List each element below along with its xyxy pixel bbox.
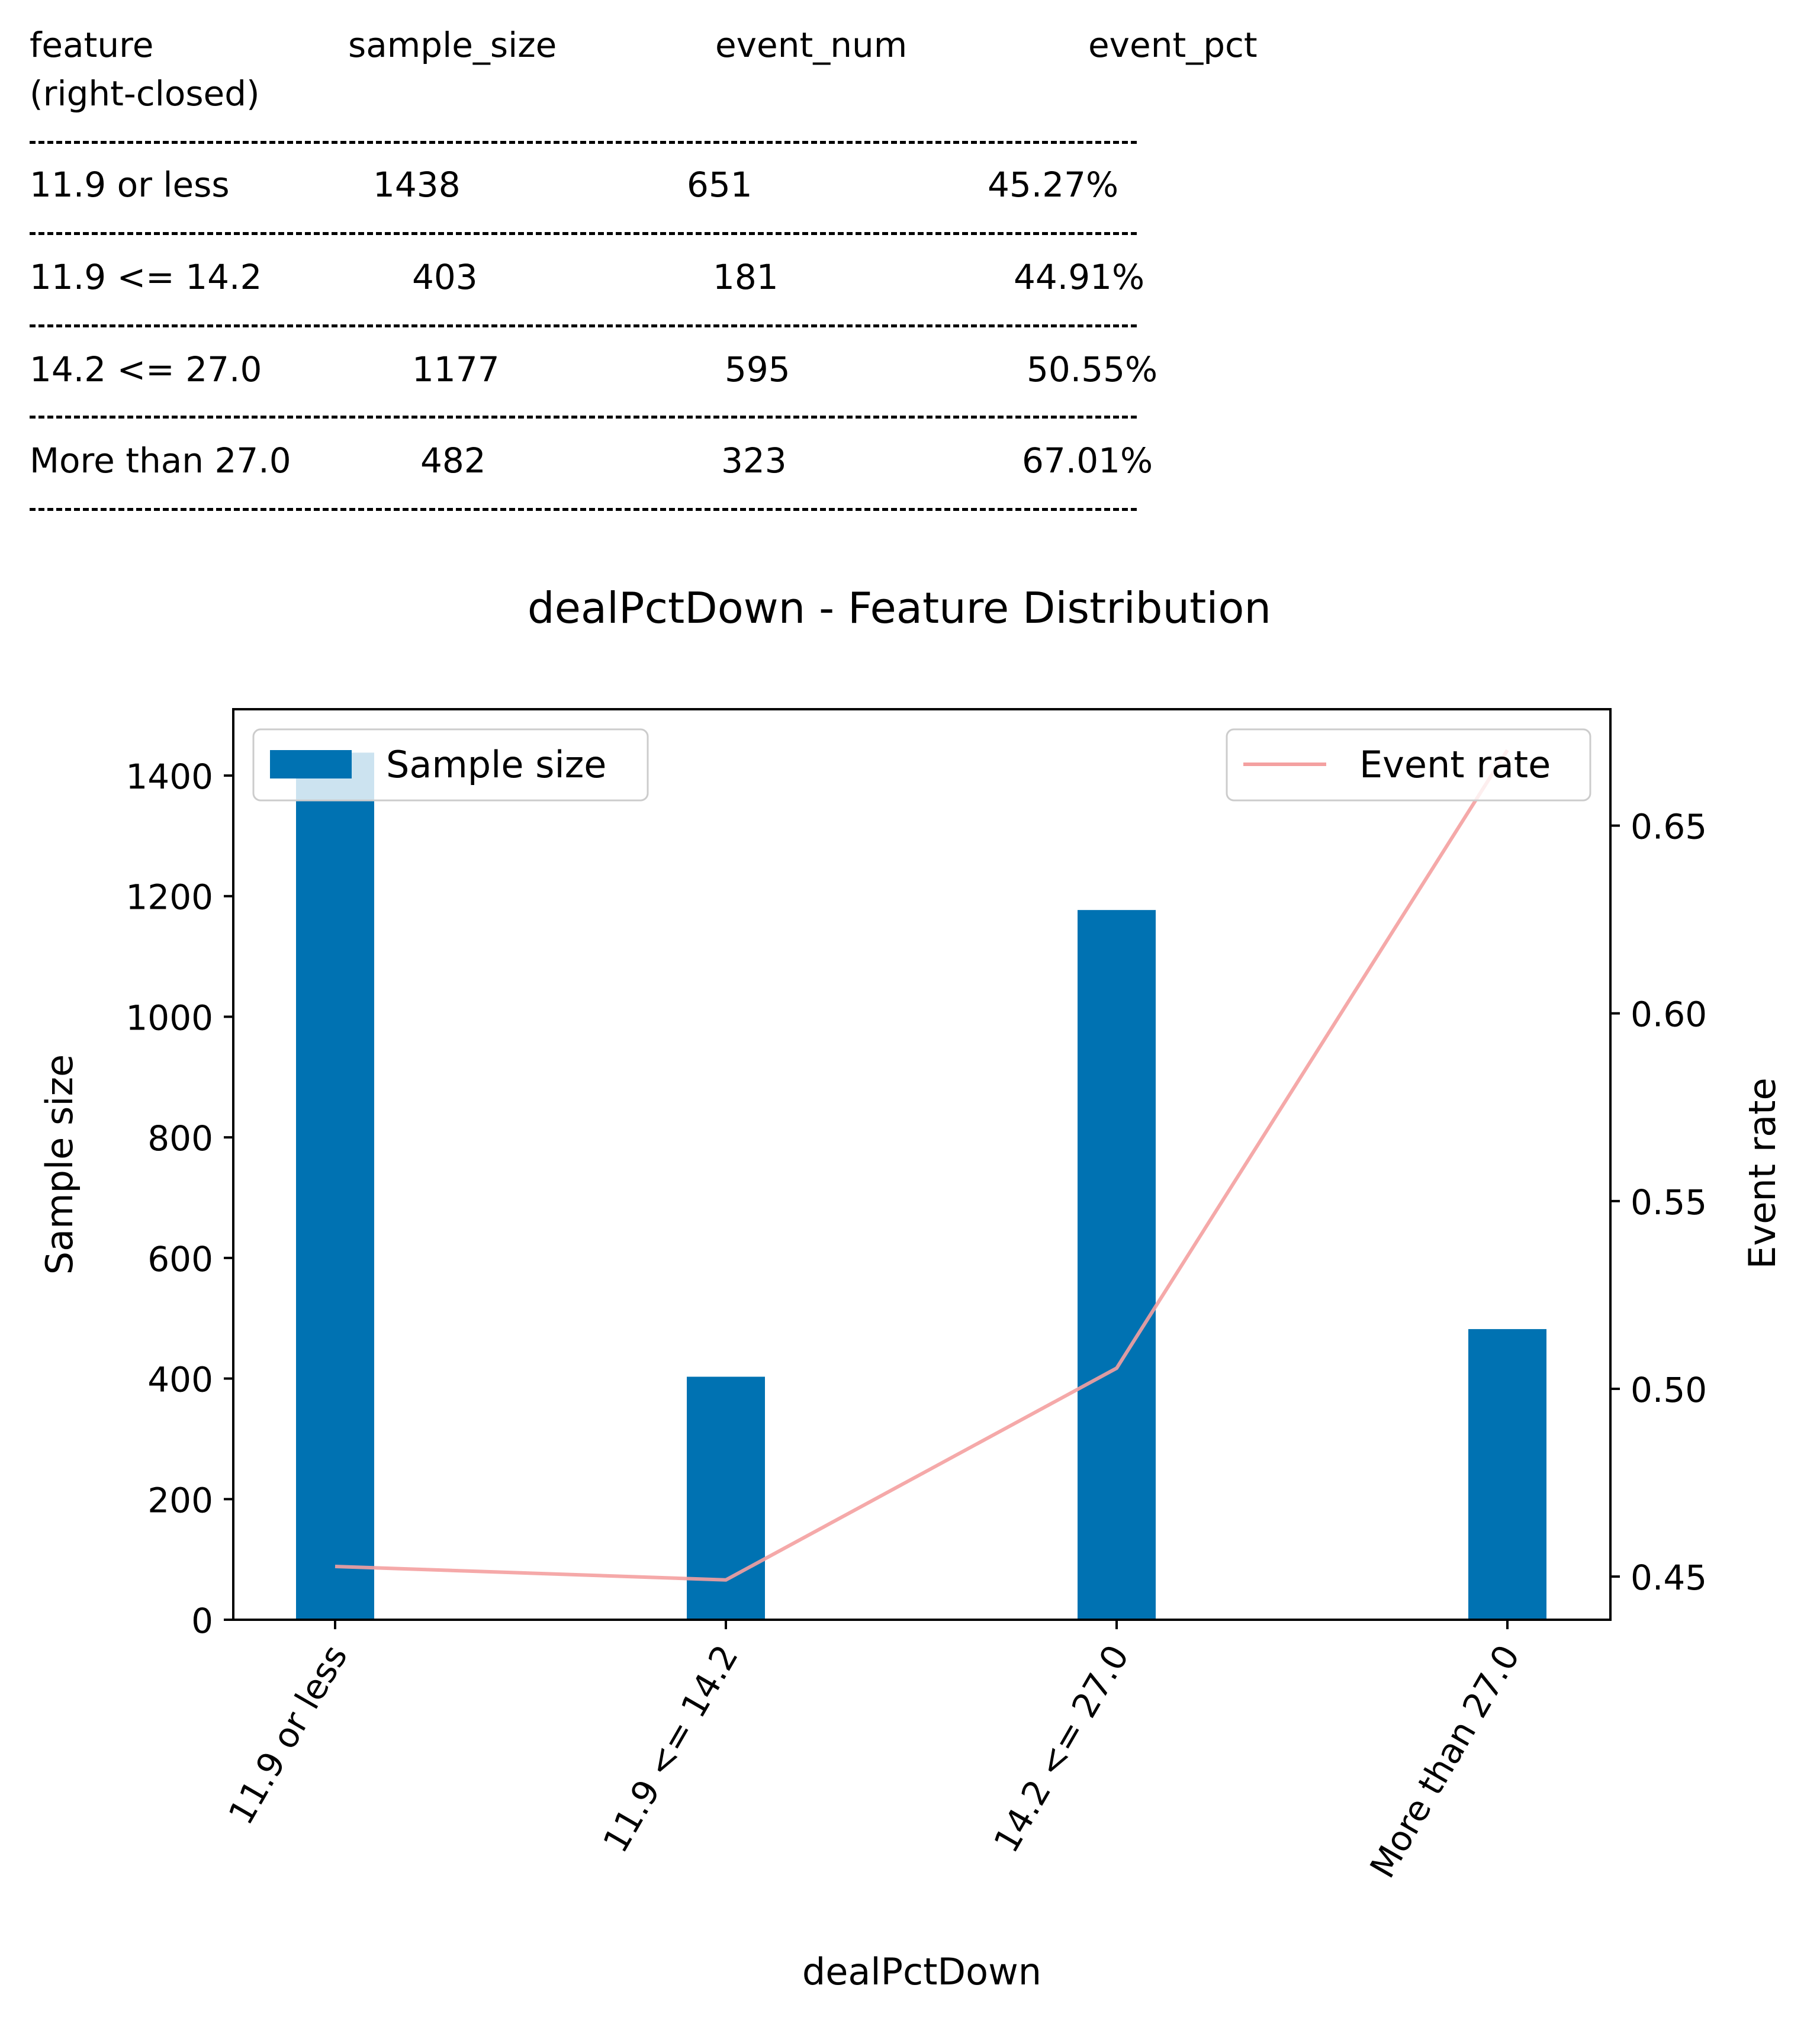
row-feature: 11.9 <= 14.2 bbox=[30, 257, 262, 297]
row-event-num: 323 bbox=[721, 440, 787, 481]
row-sample-size: 1438 bbox=[373, 165, 461, 205]
y-tick-label: 600 bbox=[147, 1239, 213, 1279]
event-rate-line bbox=[335, 749, 1509, 1582]
y-axis-label: Sample size bbox=[38, 1054, 81, 1275]
table-divider bbox=[30, 141, 1137, 144]
y-tick-label: 1400 bbox=[126, 757, 213, 797]
x-tick-label: 11.9 <= 14.2 bbox=[595, 1638, 746, 1860]
header-feature-sub: (right-closed) bbox=[30, 73, 260, 114]
y-axis-right: 0.45 0.50 0.55 0.60 0.65 bbox=[1610, 807, 1707, 1598]
table-divider bbox=[30, 416, 1137, 419]
y2-tick-label: 0.60 bbox=[1631, 995, 1707, 1035]
row-feature: 14.2 <= 27.0 bbox=[30, 349, 262, 390]
legend-event-rate-label: Event rate bbox=[1359, 743, 1551, 786]
row-sample-size: 1177 bbox=[412, 349, 500, 390]
table-divider bbox=[30, 324, 1137, 327]
row-feature: More than 27.0 bbox=[30, 440, 291, 481]
legend-bar-swatch bbox=[270, 750, 352, 778]
legend-frame bbox=[1226, 728, 1591, 802]
plot-frame bbox=[232, 708, 1612, 1621]
row-feature: 11.9 or less bbox=[30, 165, 230, 205]
row-event-pct: 50.55% bbox=[1027, 349, 1158, 390]
line-series-event-rate bbox=[335, 749, 1509, 1582]
y-tick-label: 1000 bbox=[126, 998, 213, 1038]
legend-sample-size-label: Sample size bbox=[386, 743, 606, 786]
chart-title: dealPctDown - Feature Distribution bbox=[528, 583, 1271, 633]
y-tick-label: 800 bbox=[147, 1118, 213, 1159]
bar-series-sample-size bbox=[296, 752, 1546, 1620]
x-tick-label: 14.2 <= 27.0 bbox=[986, 1638, 1137, 1860]
feature-distribution-chart: dealPctDown - Feature Distribution 0 200 4… bbox=[38, 583, 1784, 1993]
y-axis-left: 0 200 400 600 800 1000 1200 1400 bbox=[126, 757, 233, 1641]
y-tick-label: 200 bbox=[147, 1480, 213, 1520]
row-event-pct: 45.27% bbox=[988, 165, 1119, 205]
legend-sample-size: Sample size bbox=[252, 728, 649, 802]
row-event-num: 595 bbox=[725, 349, 790, 390]
row-sample-size: 403 bbox=[412, 257, 478, 297]
row-sample-size: 482 bbox=[420, 440, 486, 481]
y2-tick-label: 0.45 bbox=[1631, 1558, 1707, 1598]
row-event-num: 651 bbox=[687, 165, 753, 205]
stats-table: feature (right-closed) sample_size event… bbox=[0, 0, 1820, 533]
bar bbox=[1078, 910, 1156, 1620]
header-event-pct: event_pct bbox=[1088, 25, 1258, 65]
row-event-pct: 44.91% bbox=[1014, 257, 1145, 297]
x-tick-label: 11.9 or less bbox=[220, 1638, 355, 1831]
bar bbox=[296, 752, 374, 1620]
legend-frame bbox=[252, 728, 649, 802]
y2-axis-label: Event rate bbox=[1741, 1077, 1784, 1269]
table-divider bbox=[30, 232, 1137, 235]
legend-event-rate: Event rate bbox=[1226, 728, 1591, 802]
y-tick-label: 400 bbox=[147, 1360, 213, 1400]
x-axis: 11.9 or less 11.9 <= 14.2 14.2 <= 27.0 More… bbox=[220, 1620, 1528, 1884]
table-divider bbox=[30, 508, 1137, 511]
y-tick-label: 0 bbox=[191, 1601, 213, 1641]
y-tick-label: 1200 bbox=[126, 877, 213, 918]
row-event-pct: 67.01% bbox=[1022, 440, 1153, 481]
y2-tick-label: 0.50 bbox=[1631, 1370, 1707, 1410]
bar bbox=[687, 1376, 765, 1620]
row-event-num: 181 bbox=[713, 257, 779, 297]
x-tick-label: More than 27.0 bbox=[1362, 1638, 1528, 1884]
header-event-num: event_num bbox=[715, 25, 908, 65]
y2-tick-label: 0.65 bbox=[1631, 807, 1707, 847]
bar bbox=[1468, 1329, 1546, 1620]
y2-tick-label: 0.55 bbox=[1631, 1182, 1707, 1222]
header-sample-size: sample_size bbox=[348, 25, 557, 65]
x-axis-label: dealPctDown bbox=[802, 1950, 1041, 1993]
header-feature: feature bbox=[30, 25, 154, 65]
